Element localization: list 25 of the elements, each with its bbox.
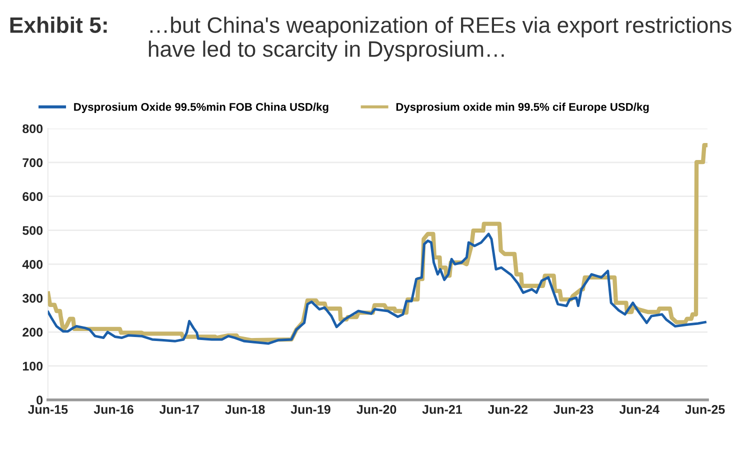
y-tick-label: 400 (22, 260, 43, 269)
x-tick-label: Jun-23 (554, 405, 594, 414)
x-tick-label: Jun-16 (94, 405, 134, 414)
y-tick-label: 100 (22, 362, 43, 371)
x-tick-label: Jun-25 (685, 405, 725, 414)
legend-label: Dysprosium Oxide 99.5%min FOB China USD/kg (74, 102, 328, 114)
x-tick-label: Jun-18 (225, 405, 265, 414)
x-tick-label: Jun-21 (422, 405, 462, 414)
x-tick-label: Jun-17 (159, 405, 199, 414)
y-tick-label: 500 (22, 226, 43, 235)
x-tick-label: Jun-22 (488, 405, 528, 414)
x-tick-label: Jun-20 (356, 405, 396, 414)
y-tick-label: 300 (22, 294, 43, 303)
x-tick-label: Jun-24 (619, 405, 660, 414)
y-tick-label: 700 (22, 158, 43, 168)
y-tick-label: 200 (22, 328, 43, 337)
x-tick-label: Jun-19 (290, 405, 330, 414)
legend-label: Dysprosium oxide min 99.5% cif Europe USD/kg (396, 102, 649, 114)
line-series (48, 232, 706, 345)
y-tick-label: 800 (22, 124, 43, 134)
y-tick-label: 0 (36, 396, 43, 404)
x-tick-label: Jun-15 (28, 405, 68, 414)
chart-subtitle: …but China's weaponization of REEs via export restrictions have led to scarcity in Dysprosium… (148, 16, 732, 62)
chart-title: Exhibit 5: (10, 16, 107, 33)
y-tick-label: 600 (22, 192, 43, 201)
